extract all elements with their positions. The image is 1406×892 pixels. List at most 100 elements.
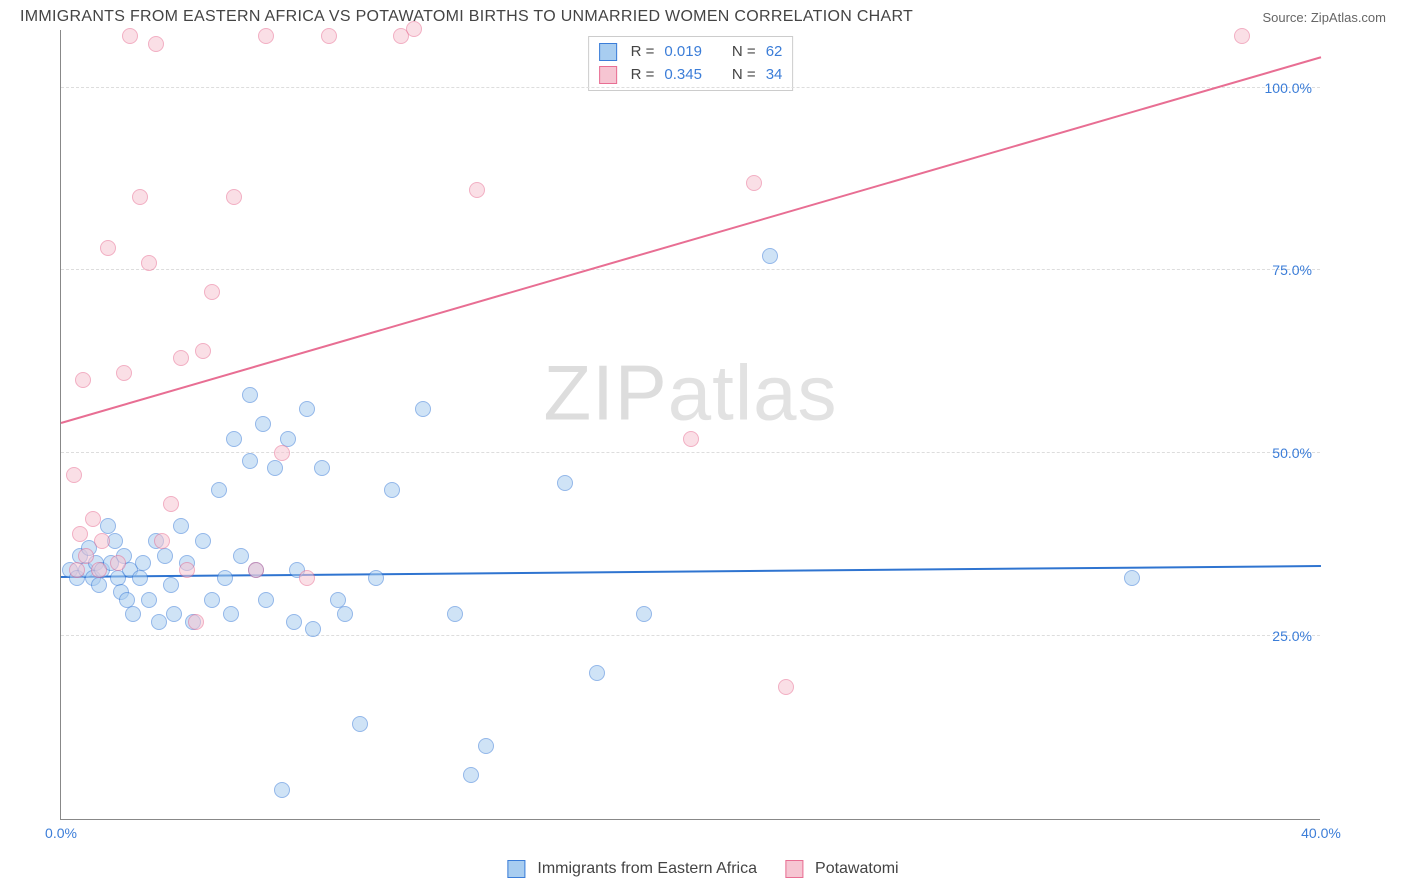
gridline [61,87,1320,88]
data-point-blue [368,570,384,586]
data-point-blue [173,518,189,534]
data-point-pink [94,533,110,549]
data-point-pink [179,562,195,578]
watermark-bold: ZIP [543,348,667,436]
data-point-blue [211,482,227,498]
r-value: 0.345 [664,64,702,87]
data-point-blue [589,665,605,681]
data-point-pink [100,240,116,256]
data-point-blue [204,592,220,608]
swatch-icon [599,66,617,84]
data-point-pink [321,28,337,44]
data-point-blue [463,767,479,783]
y-tick-label: 50.0% [1272,445,1312,461]
data-point-blue [226,431,242,447]
data-point-pink [258,28,274,44]
x-tick-label: 0.0% [45,825,77,841]
data-point-pink [66,467,82,483]
data-point-blue [762,248,778,264]
y-tick-label: 100.0% [1265,80,1312,96]
data-point-pink [91,562,107,578]
n-value: 62 [766,41,783,64]
data-point-blue [299,401,315,417]
gridline [61,635,1320,636]
data-point-pink [204,284,220,300]
data-point-pink [110,555,126,571]
data-point-blue [267,460,283,476]
data-point-blue [274,782,290,798]
swatch-icon [785,860,803,878]
data-point-blue [135,555,151,571]
data-point-pink [78,548,94,564]
data-point-pink [746,175,762,191]
stats-row-blue: R = 0.019 N = 62 [599,41,783,64]
data-point-blue [337,606,353,622]
data-point-pink [85,511,101,527]
data-point-pink [299,570,315,586]
data-point-blue [195,533,211,549]
title-bar: IMMIGRANTS FROM EASTERN AFRICA VS POTAWA… [0,0,1406,30]
source-text: Source: ZipAtlas.com [1262,10,1386,25]
legend-label: Potawatomi [815,860,899,878]
data-point-pink [122,28,138,44]
trend-line-pink [61,56,1322,424]
data-point-blue [255,416,271,432]
data-point-pink [406,21,422,37]
swatch-icon [599,43,617,61]
data-point-blue [151,614,167,630]
watermark-thin: atlas [668,348,838,436]
data-point-blue [100,518,116,534]
x-tick-label: 40.0% [1301,825,1341,841]
data-point-blue [636,606,652,622]
data-point-pink [72,526,88,542]
r-label: R = [631,41,655,64]
data-point-pink [148,36,164,52]
data-point-blue [242,453,258,469]
data-point-blue [166,606,182,622]
chart-title: IMMIGRANTS FROM EASTERN AFRICA VS POTAWA… [20,8,913,26]
gridline [61,269,1320,270]
data-point-blue [258,592,274,608]
r-value: 0.019 [664,41,702,64]
data-point-blue [163,577,179,593]
data-point-pink [683,431,699,447]
stats-legend-box: R = 0.019 N = 62R = 0.345 N = 34 [588,36,794,91]
data-point-pink [274,445,290,461]
data-point-pink [75,372,91,388]
data-point-blue [447,606,463,622]
data-point-blue [242,387,258,403]
data-point-pink [116,365,132,381]
data-point-pink [469,182,485,198]
data-point-blue [233,548,249,564]
data-point-blue [415,401,431,417]
watermark: ZIPatlas [543,347,837,438]
data-point-blue [141,592,157,608]
y-tick-label: 25.0% [1272,628,1312,644]
data-point-pink [163,496,179,512]
data-point-blue [280,431,296,447]
data-point-blue [119,592,135,608]
legend-item-pink: Potawatomi [785,860,899,878]
source-label: Source: [1262,10,1310,25]
data-point-pink [69,562,85,578]
data-point-blue [125,606,141,622]
data-point-blue [157,548,173,564]
n-label: N = [732,41,756,64]
data-point-blue [352,716,368,732]
r-label: R = [631,64,655,87]
data-point-blue [314,460,330,476]
data-point-blue [1124,570,1140,586]
data-point-pink [141,255,157,271]
y-tick-label: 75.0% [1272,262,1312,278]
data-point-pink [154,533,170,549]
data-point-blue [132,570,148,586]
data-point-pink [1234,28,1250,44]
n-value: 34 [766,64,783,87]
data-point-blue [305,621,321,637]
data-point-pink [132,189,148,205]
data-point-pink [195,343,211,359]
data-point-blue [91,577,107,593]
data-point-blue [286,614,302,630]
data-point-blue [223,606,239,622]
legend-bottom: Immigrants from Eastern AfricaPotawatomi [507,860,898,878]
